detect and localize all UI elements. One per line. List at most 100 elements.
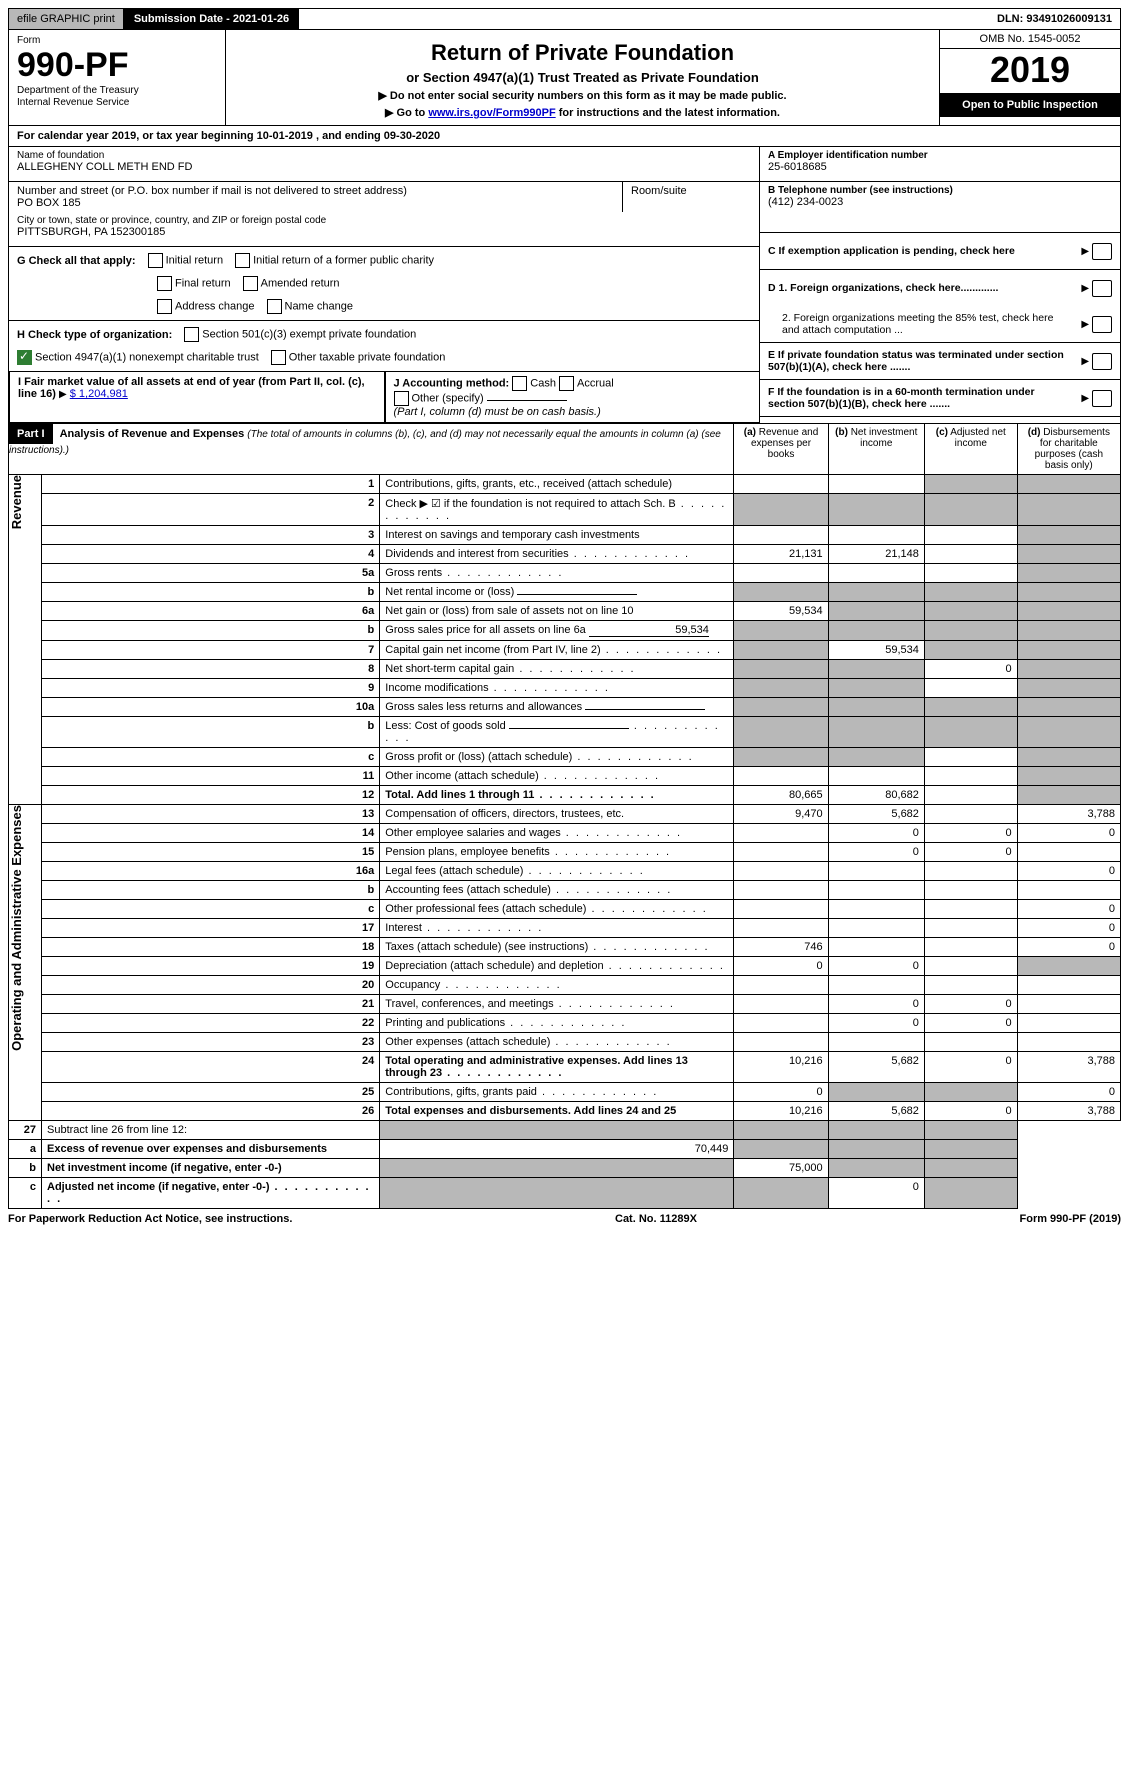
d1-checkbox[interactable] (1092, 280, 1112, 297)
table-row: 16aLegal fees (attach schedule)0 (9, 862, 1121, 881)
row-number: 20 (42, 976, 380, 995)
j-accrual: Accrual (577, 377, 614, 389)
row-number: 25 (42, 1083, 380, 1102)
shaded-cell (734, 494, 828, 526)
table-row: 25Contributions, gifts, grants paid00 (9, 1083, 1121, 1102)
shaded-cell (924, 698, 1017, 717)
fmv-value-link[interactable]: $ 1,204,981 (70, 388, 128, 400)
g-label: G Check all that apply: (17, 255, 136, 267)
shaded-cell (734, 748, 828, 767)
row-number: 23 (42, 1033, 380, 1052)
g-initial-former-checkbox[interactable] (235, 253, 250, 268)
value-cell (924, 545, 1017, 564)
g-name-change-checkbox[interactable] (267, 299, 282, 314)
shaded-cell (1017, 786, 1120, 805)
value-cell (734, 900, 828, 919)
table-row: 20Occupancy (9, 976, 1121, 995)
value-cell: 0 (828, 1014, 924, 1033)
row-desc: Other employee salaries and wages (380, 824, 734, 843)
shaded-cell (924, 1140, 1017, 1159)
value-cell: 0 (924, 995, 1017, 1014)
value-cell (828, 526, 924, 545)
value-cell (924, 526, 1017, 545)
row-desc: Dividends and interest from securities (380, 545, 734, 564)
g-amended-checkbox[interactable] (243, 276, 258, 291)
form-label: Form (17, 35, 40, 46)
table-row: cGross profit or (loss) (attach schedule… (9, 748, 1121, 767)
info-right-col: A Employer identification number 25-6018… (759, 147, 1120, 423)
spacer (299, 9, 989, 29)
row-desc: Other expenses (attach schedule) (380, 1033, 734, 1052)
form-link[interactable]: www.irs.gov/Form990PF (428, 107, 555, 119)
submission-date: Submission Date - 2021-01-26 (124, 9, 299, 29)
value-cell (924, 881, 1017, 900)
row-number: 15 (42, 843, 380, 862)
f-checkbox[interactable] (1092, 390, 1112, 407)
value-cell: 5,682 (828, 805, 924, 824)
row-desc: Income modifications (380, 679, 734, 698)
table-row: 19Depreciation (attach schedule) and dep… (9, 957, 1121, 976)
j-cash-checkbox[interactable] (512, 376, 527, 391)
value-cell: 10,216 (734, 1052, 828, 1083)
row-desc: Total. Add lines 1 through 11 (380, 786, 734, 805)
j-other-checkbox[interactable] (394, 391, 409, 406)
value-cell (924, 900, 1017, 919)
row-number: b (42, 881, 380, 900)
g-opt-0: Initial return (166, 254, 223, 266)
top-bar: efile GRAPHIC print Submission Date - 20… (8, 8, 1121, 30)
shaded-cell (1017, 564, 1120, 583)
h-4947-checkbox[interactable] (17, 350, 32, 365)
value-cell (734, 1014, 828, 1033)
h-opt-2: Section 4947(a)(1) nonexempt charitable … (35, 351, 259, 363)
row-number: 17 (42, 919, 380, 938)
arrow-icon (1081, 282, 1089, 294)
j-accrual-checkbox[interactable] (559, 376, 574, 391)
value-cell: 0 (828, 824, 924, 843)
shaded-cell (1017, 602, 1120, 621)
ein-label: A Employer identification number (768, 150, 928, 161)
value-cell (1017, 843, 1120, 862)
shaded-cell (734, 583, 828, 602)
shaded-cell (734, 1178, 828, 1209)
part-i-heading: Analysis of Revenue and Expenses (60, 428, 245, 440)
footer-row: For Paperwork Reduction Act Notice, see … (8, 1209, 1121, 1229)
value-cell (924, 767, 1017, 786)
value-cell (828, 900, 924, 919)
open-public-label: Open to Public Inspection (940, 93, 1120, 117)
d2-checkbox[interactable] (1092, 316, 1112, 333)
value-cell: 5,682 (828, 1102, 924, 1121)
city-value: PITTSBURGH, PA 152300185 (17, 226, 751, 238)
g-final-return-checkbox[interactable] (157, 276, 172, 291)
header-right: OMB No. 1545-0052 2019 Open to Public In… (939, 30, 1120, 125)
c-label: C If exemption application is pending, c… (768, 245, 1015, 257)
tel-row: B Telephone number (see instructions) (4… (760, 182, 1120, 233)
table-row: bGross sales price for all assets on lin… (9, 621, 1121, 641)
shaded-cell (1017, 621, 1120, 641)
row-desc: Other professional fees (attach schedule… (380, 900, 734, 919)
shaded-cell (1017, 717, 1120, 748)
row-number: 9 (42, 679, 380, 698)
e-row: E If private foundation status was termi… (760, 343, 1120, 380)
row-number: 18 (42, 938, 380, 957)
h-other-checkbox[interactable] (271, 350, 286, 365)
row-desc: Adjusted net income (if negative, enter … (42, 1178, 380, 1209)
shaded-cell (924, 1159, 1017, 1178)
g-opt-5: Name change (285, 300, 354, 312)
value-cell (734, 526, 828, 545)
row-desc: Total expenses and disbursements. Add li… (380, 1102, 734, 1121)
row-desc: Gross sales less returns and allowances (380, 698, 734, 717)
value-cell: 0 (734, 1083, 828, 1102)
e-checkbox[interactable] (1092, 353, 1112, 370)
ein-row: A Employer identification number 25-6018… (760, 147, 1120, 182)
c-checkbox[interactable] (1092, 243, 1112, 260)
row-desc: Pension plans, employee benefits (380, 843, 734, 862)
g-initial-return-checkbox[interactable] (148, 253, 163, 268)
table-row: 7Capital gain net income (from Part IV, … (9, 641, 1121, 660)
value-cell: 3,788 (1017, 1052, 1120, 1083)
row-number: b (42, 717, 380, 748)
j-other: Other (specify) (412, 392, 484, 404)
row-desc: Contributions, gifts, grants, etc., rece… (380, 475, 734, 494)
g-address-change-checkbox[interactable] (157, 299, 172, 314)
h-501c3-checkbox[interactable] (184, 327, 199, 342)
row-desc: Contributions, gifts, grants paid (380, 1083, 734, 1102)
